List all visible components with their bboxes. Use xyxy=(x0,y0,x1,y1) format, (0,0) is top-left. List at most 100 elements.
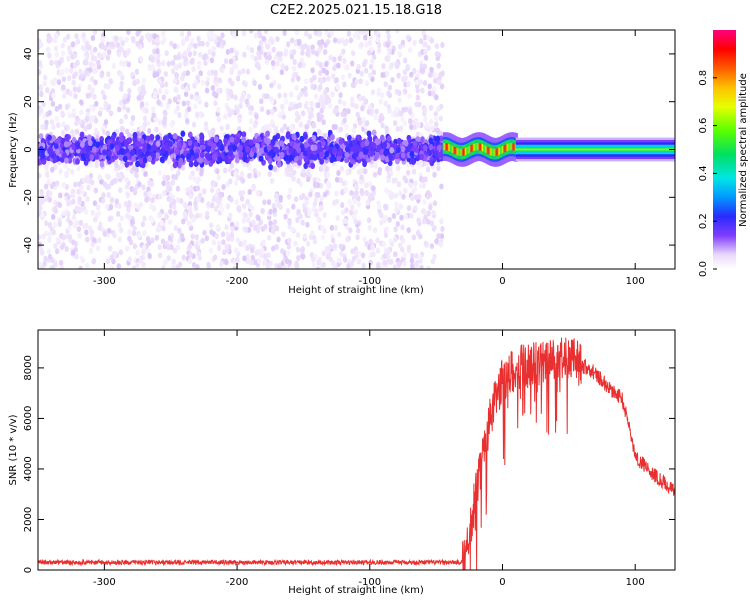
spectral-cell xyxy=(118,99,124,106)
spectral-cell xyxy=(38,159,41,166)
spectral-cell xyxy=(337,55,342,62)
spectral-cell xyxy=(223,113,228,120)
spectral-cell xyxy=(425,218,431,225)
spectral-cell xyxy=(211,142,216,150)
spectral-cell xyxy=(85,92,91,99)
spectral-cell xyxy=(84,222,89,229)
spectral-cell xyxy=(406,205,412,212)
spectral-cell xyxy=(353,103,359,110)
spectral-cell xyxy=(117,236,122,243)
spectral-cell xyxy=(243,81,248,88)
spectral-cell xyxy=(284,257,290,264)
spectral-cell xyxy=(161,94,167,101)
spectral-cell xyxy=(386,189,392,196)
spectral-cell xyxy=(77,181,82,188)
spectral-cell xyxy=(69,168,75,175)
spectral-cell xyxy=(337,98,343,105)
spectral-cell xyxy=(386,33,392,40)
spectral-cell xyxy=(171,263,176,269)
spectral-cell xyxy=(180,40,186,47)
spectral-cell xyxy=(292,58,297,65)
spectral-cell xyxy=(53,45,59,52)
spectral-cell xyxy=(259,98,264,105)
spectral-cell xyxy=(314,50,319,57)
spectral-cell xyxy=(62,92,67,99)
spectral-cell xyxy=(416,217,421,224)
spectral-cell xyxy=(251,219,256,226)
spectral-cell xyxy=(279,140,285,147)
spectral-cell xyxy=(53,242,58,249)
spectral-cell xyxy=(223,58,229,65)
spectral-cell xyxy=(50,166,55,173)
spectral-cell xyxy=(322,132,328,139)
spectral-cell xyxy=(340,74,346,81)
spectral-cell xyxy=(130,149,135,156)
spectral-cell xyxy=(144,101,149,108)
spectral-cell xyxy=(387,84,393,91)
spectral-cell xyxy=(42,80,47,87)
spectral-cell xyxy=(155,57,161,64)
spectral-cell xyxy=(291,48,297,55)
spectral-cell xyxy=(132,131,138,139)
spectral-cell xyxy=(187,131,193,138)
spectral-cell xyxy=(248,211,253,218)
spectral-cell xyxy=(183,56,188,63)
spectral-cell xyxy=(367,72,373,79)
spectral-cell xyxy=(89,49,95,56)
spectral-cell xyxy=(261,239,266,246)
spectral-cell xyxy=(375,36,380,43)
spectral-cell xyxy=(241,131,247,138)
spectral-cell xyxy=(403,213,408,220)
spectral-cell xyxy=(427,83,432,90)
spectral-cell xyxy=(394,106,399,113)
spectral-cell xyxy=(402,57,408,64)
spectral-cell xyxy=(194,111,200,118)
spectral-cell xyxy=(43,255,48,262)
spectral-cell xyxy=(342,117,347,124)
spectral-cell xyxy=(299,194,304,201)
spectral-cell xyxy=(62,36,68,43)
spectral-cell xyxy=(403,140,409,147)
spectral-cell xyxy=(142,229,147,236)
spectral-cell xyxy=(271,245,276,252)
spectral-cell xyxy=(136,94,141,101)
spectral-cell xyxy=(89,154,95,161)
spectral-cell xyxy=(114,162,119,169)
spectral-cell xyxy=(363,148,369,155)
spectral-cell xyxy=(210,84,216,91)
spectral-cell xyxy=(286,193,292,200)
spectral-cell xyxy=(184,35,190,42)
spectral-cell xyxy=(396,146,401,154)
spectral-cell xyxy=(294,260,299,267)
spectral-cell xyxy=(195,212,200,219)
spectral-cell xyxy=(413,180,418,187)
spectral-cell xyxy=(300,49,305,56)
spectral-cell xyxy=(225,203,231,210)
spectral-cell xyxy=(268,220,273,227)
spectral-cell xyxy=(248,109,253,116)
spectral-cell xyxy=(189,93,194,100)
spectral-cell xyxy=(332,37,338,44)
spectral-cell xyxy=(290,76,296,83)
spectral-cell xyxy=(394,201,399,208)
spectral-cell xyxy=(319,158,325,165)
spectral-cell xyxy=(60,110,65,117)
spectral-cell xyxy=(61,210,66,217)
spectral-cell xyxy=(319,78,324,85)
spectral-cell xyxy=(288,147,294,155)
spectral-cell xyxy=(334,77,339,84)
spectral-cell xyxy=(296,38,302,45)
spectral-cell xyxy=(288,187,293,194)
spectral-cell xyxy=(372,227,378,234)
spectral-cell xyxy=(397,90,402,97)
spectral-cell xyxy=(307,33,313,40)
spectral-cell xyxy=(151,152,156,160)
spectral-cell xyxy=(117,106,122,113)
spectral-cell xyxy=(376,138,381,145)
spectral-cell xyxy=(213,75,219,82)
spectral-cell xyxy=(193,42,198,49)
spectral-cell xyxy=(209,187,215,194)
spectral-cell xyxy=(106,71,111,78)
spectral-cell xyxy=(247,164,253,171)
spectral-cell xyxy=(75,115,80,122)
